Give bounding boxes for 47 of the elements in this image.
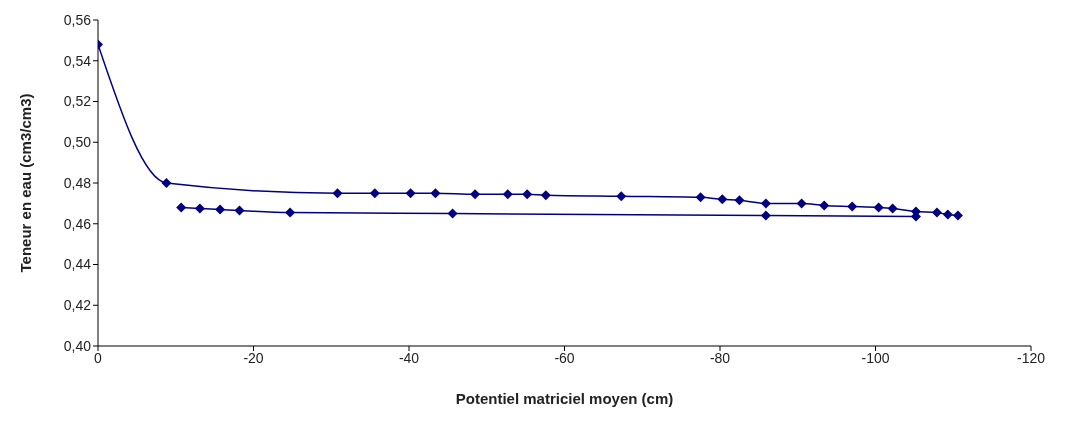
y-axis-title: Teneur en eau (cm3/cm3): [17, 93, 35, 273]
point: [819, 200, 830, 211]
point: [176, 202, 187, 213]
point: [332, 188, 343, 199]
x-tick-label: -40: [398, 349, 420, 366]
point: [760, 210, 771, 221]
x-tick-label: -60: [554, 349, 575, 366]
point: [887, 203, 898, 214]
point: [502, 189, 513, 200]
point: [760, 198, 771, 209]
point: [942, 209, 953, 220]
y-tick-label: 0,46: [63, 215, 92, 232]
y-tick-label: 0,42: [63, 297, 92, 314]
y-tick-label: 0,50: [63, 134, 92, 151]
point: [470, 189, 481, 200]
point: [734, 195, 745, 206]
point: [847, 201, 858, 212]
point: [161, 178, 172, 188]
point: [873, 202, 884, 213]
point: [405, 188, 416, 199]
x-tick-label: -120: [1016, 349, 1046, 366]
point: [430, 188, 441, 199]
point: [522, 189, 533, 200]
point: [285, 207, 296, 218]
y-tick-label: 0,48: [63, 174, 92, 191]
point: [931, 207, 942, 218]
point: [234, 205, 245, 216]
y-tick-label: 0,56: [63, 11, 92, 28]
y-tick-label: 0,52: [63, 93, 92, 110]
point: [194, 203, 205, 214]
point: [695, 192, 706, 203]
point: [447, 208, 458, 219]
point: [616, 191, 627, 202]
x-tick-label: 0: [94, 349, 103, 366]
point: [717, 194, 728, 205]
x-axis-title: Potentiel matriciel moyen (cm): [455, 390, 674, 407]
x-tick-label: -20: [243, 349, 264, 366]
y-tick-label: 0,44: [63, 256, 92, 273]
point: [952, 210, 963, 221]
point: [215, 204, 226, 215]
y-tick-label: 0,40: [63, 337, 92, 354]
point: [796, 198, 807, 209]
point: [540, 190, 551, 201]
x-tick-label: -100: [861, 349, 890, 366]
point: [369, 188, 380, 199]
y-tick-label: 0,54: [63, 52, 92, 69]
x-tick-label: -80: [709, 349, 731, 366]
